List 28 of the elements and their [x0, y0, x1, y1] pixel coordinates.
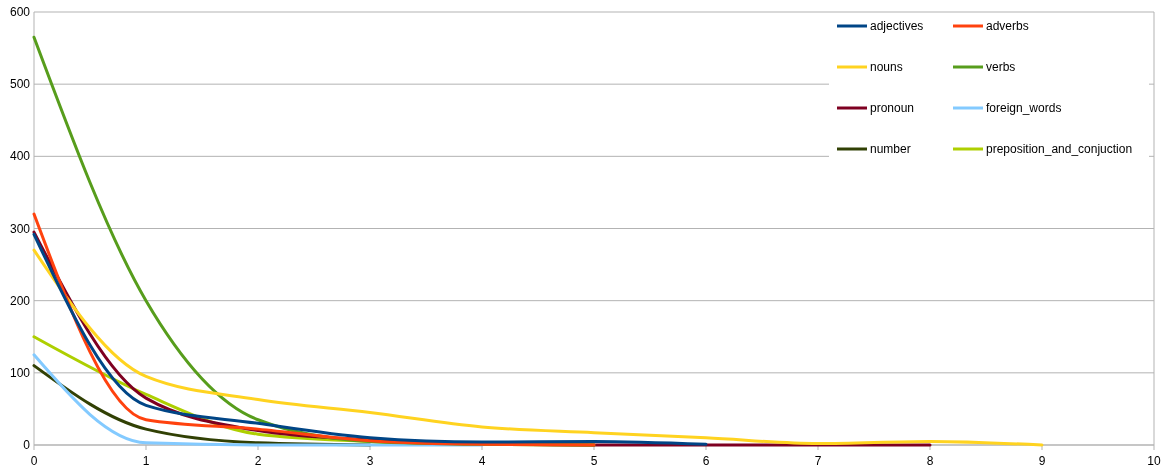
legend-label: verbs — [986, 60, 1016, 74]
x-tick-label: 1 — [142, 454, 150, 468]
x-tick-label: 10 — [1147, 454, 1161, 468]
line-series — [32, 212, 596, 447]
x-tick-label: 5 — [590, 454, 598, 468]
legend-label: adjectives — [870, 19, 924, 33]
y-tick-label: 500 — [9, 77, 31, 92]
legend-label: number — [870, 142, 911, 156]
x-tick-label: 9 — [1038, 454, 1046, 468]
y-tick-label: 400 — [9, 149, 31, 164]
x-tick-label: 6 — [702, 454, 710, 468]
x-tick-label: 8 — [926, 454, 934, 468]
legend-label: nouns — [870, 60, 903, 74]
line-series — [32, 232, 708, 446]
y-tick-label: 200 — [9, 293, 31, 308]
legend-label: foreign_words — [986, 101, 1062, 115]
x-tick-label: 4 — [478, 454, 486, 468]
y-tick-label: 300 — [9, 221, 31, 236]
y-tick-label: 600 — [9, 5, 31, 19]
legend-label: preposition_and_conjuction — [986, 142, 1133, 156]
line-series — [32, 248, 1044, 447]
x-tick-label: 3 — [366, 454, 374, 468]
legend-label: pronoun — [870, 101, 915, 115]
y-tick-label: 0 — [23, 438, 31, 452]
x-tick-label: 7 — [814, 454, 822, 468]
x-tick-label: 2 — [254, 454, 262, 468]
legend-label: adverbs — [986, 19, 1029, 33]
y-tick-label: 100 — [9, 365, 31, 380]
